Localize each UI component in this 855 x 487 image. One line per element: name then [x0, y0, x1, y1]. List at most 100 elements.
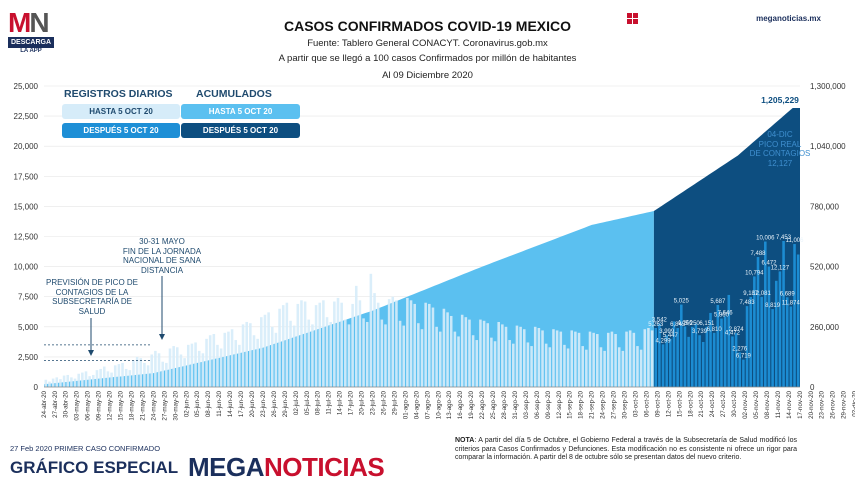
- daily-bar: [219, 348, 223, 387]
- daily-bar: [285, 302, 289, 387]
- daily-bar: [544, 343, 548, 387]
- daily-bar: [216, 344, 219, 387]
- daily-bar: [157, 353, 161, 387]
- daily-bar: [632, 332, 636, 387]
- daily-bar: [201, 353, 205, 387]
- daily-value-label: 8,819: [765, 303, 781, 309]
- daily-bar: [789, 306, 793, 387]
- x-tick-label: 11-nov-20: [775, 390, 782, 418]
- x-tick-label: 23-jul-20: [370, 390, 377, 415]
- daily-bar: [391, 296, 395, 387]
- chart-subtitle: A partir que se llegó a 100 casos Confir…: [278, 53, 577, 64]
- daily-bar: [161, 361, 164, 387]
- daily-bar: [720, 318, 723, 387]
- daily-bar: [628, 330, 632, 387]
- x-tick-label: 15-may-20: [118, 390, 125, 420]
- daily-bar: [51, 378, 55, 387]
- daily-bar: [479, 319, 482, 387]
- x-tick-label: 25-ago-20: [490, 390, 497, 419]
- daily-bar: [325, 317, 329, 387]
- daily-bar: [709, 312, 712, 387]
- daily-bar: [453, 331, 457, 387]
- daily-bar: [267, 312, 270, 387]
- x-tick-label: 29-jun-20: [282, 390, 289, 417]
- x-tick-label: 14-nov-20: [786, 390, 793, 418]
- daily-bar: [716, 305, 720, 387]
- logo[interactable]: MN DESCARGA LA APP: [8, 9, 54, 54]
- daily-bar: [785, 297, 789, 387]
- daily-bar: [680, 304, 683, 387]
- daily-bar: [577, 332, 581, 387]
- x-tick-label: 16-ago-20: [457, 390, 464, 419]
- daily-bar: [380, 319, 384, 387]
- daily-bar: [446, 312, 449, 387]
- x-tick-label: 14-jun-20: [227, 390, 234, 417]
- daily-bar: [592, 332, 595, 387]
- daily-bar: [723, 316, 727, 387]
- daily-bar: [384, 324, 387, 387]
- daily-bar: [537, 328, 541, 387]
- daily-bar: [44, 379, 48, 387]
- x-tick-label: 17-nov-20: [797, 390, 804, 418]
- daily-bar: [263, 314, 267, 387]
- daily-bar: [362, 318, 365, 387]
- jornada-arrow-head: [159, 334, 165, 340]
- daily-bar: [428, 303, 431, 387]
- daily-bar: [289, 320, 292, 387]
- daily-bar: [504, 326, 508, 387]
- x-tick-label: 03-oct-20: [632, 390, 639, 417]
- daily-bar: [570, 330, 574, 387]
- daily-bar: [555, 330, 559, 387]
- x-tick-label: 02-dic-20: [852, 390, 855, 416]
- daily-bar: [329, 321, 332, 387]
- legend-cum-after: DESPUÉS 5 OCT 20: [181, 123, 300, 138]
- daily-bar: [617, 347, 621, 387]
- daily-bar: [92, 374, 95, 387]
- daily-value-label: 7,483: [740, 300, 756, 306]
- daily-bar: [300, 300, 303, 387]
- x-tick-label: 20-nov-20: [808, 390, 815, 418]
- daily-bar: [278, 308, 281, 387]
- daily-bar: [347, 324, 351, 387]
- daily-bar: [205, 338, 208, 387]
- daily-bar: [241, 324, 245, 387]
- logo-sub2: LA APP: [20, 48, 42, 54]
- daily-bar: [482, 320, 486, 387]
- daily-bar: [292, 325, 296, 387]
- daily-bar: [150, 354, 154, 387]
- daily-bar: [782, 240, 785, 387]
- x-tick-label: 03-sep-20: [523, 390, 530, 418]
- site-link[interactable]: meganoticias.mx: [756, 14, 821, 23]
- daily-bar: [212, 334, 216, 387]
- daily-bar: [417, 323, 420, 387]
- x-tick-label: 26-nov-20: [830, 390, 837, 418]
- daily-bar: [515, 325, 519, 387]
- x-tick-label: 20-jul-20: [359, 390, 366, 415]
- annotation-peak: 04-DIC PICO REAL DE CONTAGIOS 12,127: [749, 130, 811, 168]
- daily-bar: [533, 326, 537, 387]
- x-tick-label: 07-ago-20: [424, 390, 431, 419]
- daily-bar: [519, 326, 522, 387]
- chart-date: Al 09 Diciembre 2020: [382, 70, 473, 81]
- x-tick-label: 09-sep-20: [545, 390, 552, 418]
- daily-value-label: 5,263: [648, 322, 664, 328]
- x-tick-label: 18-sep-20: [578, 390, 585, 418]
- chart-source: Fuente: Tablero General CONACYT. Coronav…: [307, 38, 548, 49]
- daily-bar: [530, 346, 533, 387]
- y-left-tick-label: 12,500: [14, 233, 39, 242]
- grid-icon[interactable]: [627, 13, 638, 24]
- x-tick-label: 02-jul-20: [293, 390, 300, 415]
- daily-bar: [95, 370, 99, 387]
- x-tick-label: 24-oct-20: [709, 390, 716, 417]
- y-right-tick-label: 1,300,000: [810, 82, 846, 91]
- daily-bar: [431, 307, 435, 387]
- x-tick-label: 26-jun-20: [271, 390, 278, 417]
- daily-bar: [727, 294, 731, 387]
- x-tick-label: 30-may-20: [172, 390, 179, 420]
- daily-bar: [581, 346, 584, 387]
- daily-bar: [303, 301, 307, 387]
- x-tick-label: 27-abr-20: [52, 390, 59, 417]
- x-tick-label: 02-jun-20: [183, 390, 190, 417]
- y-right-tick-label: 1,040,000: [810, 142, 846, 151]
